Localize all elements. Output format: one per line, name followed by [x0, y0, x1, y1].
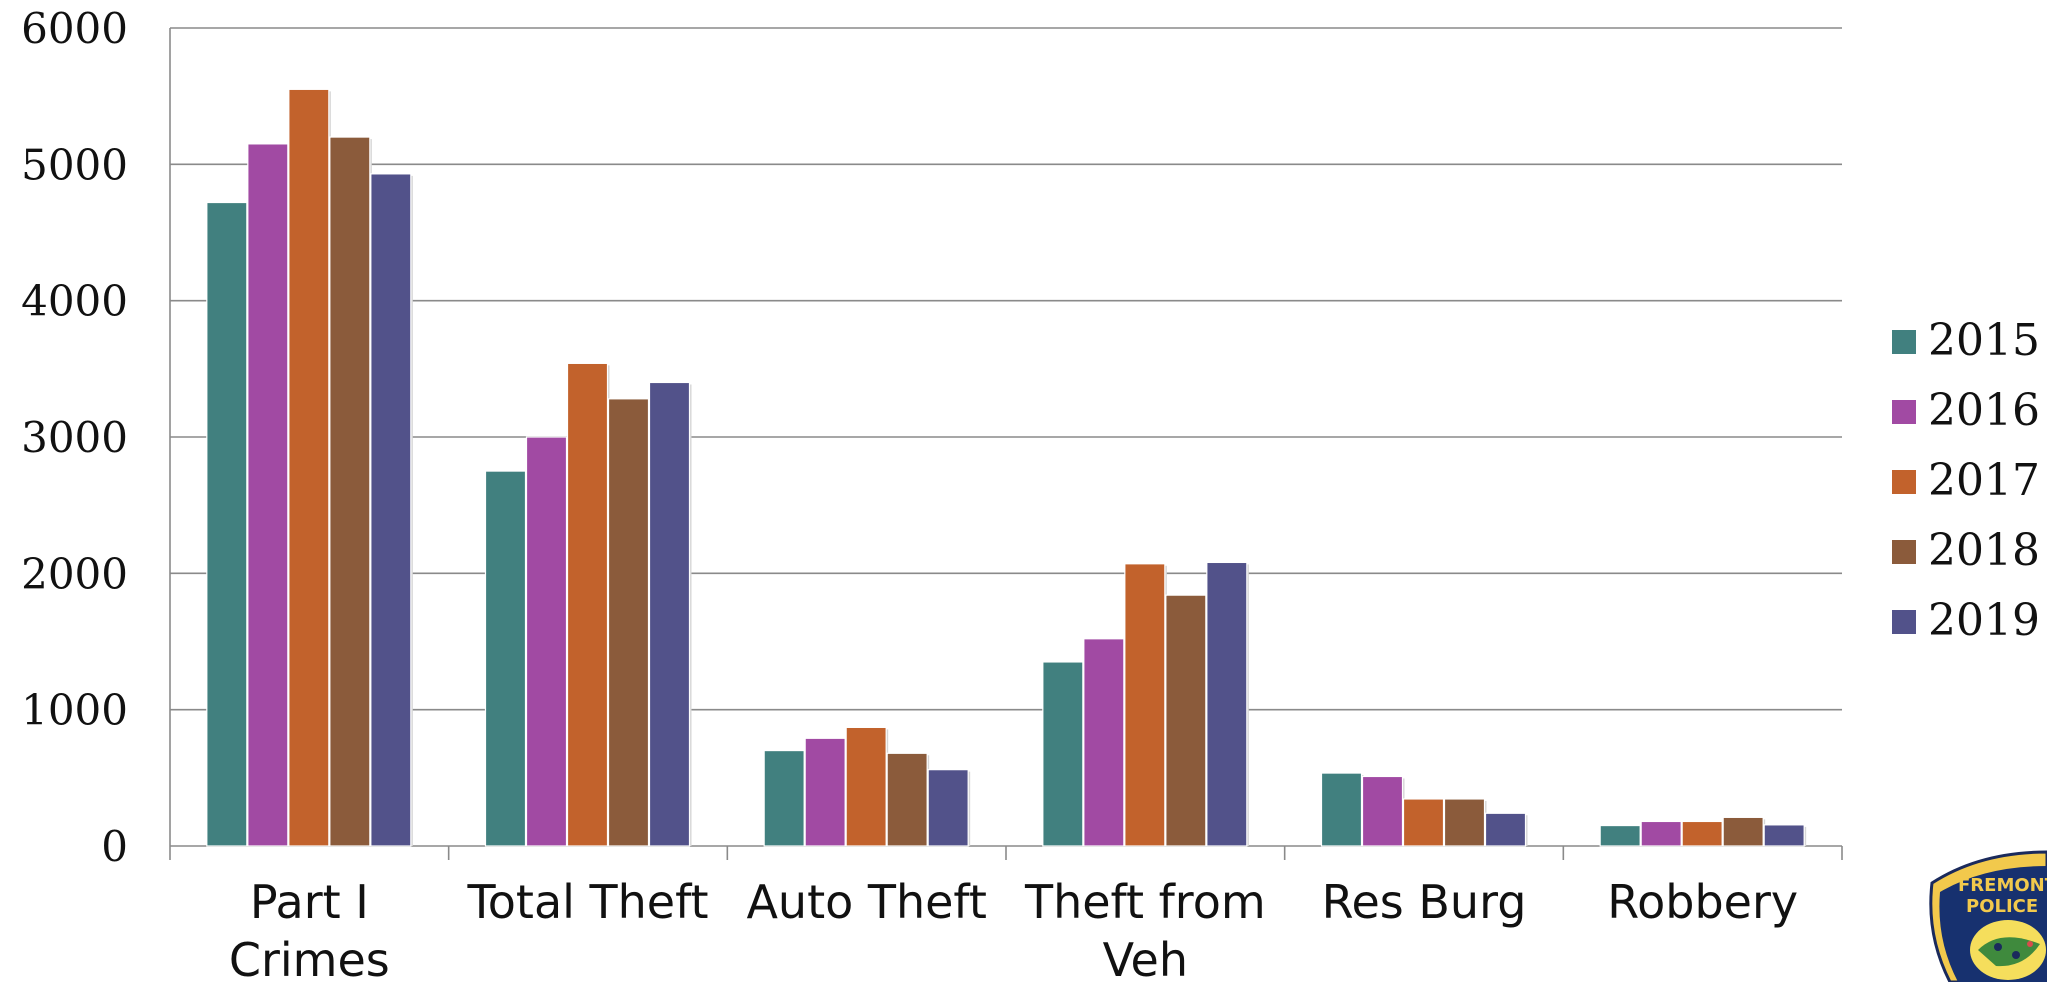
legend-label: 2018: [1928, 525, 2040, 576]
bar-2019-5: [1763, 824, 1805, 847]
y-tick-label: 2000: [21, 549, 128, 598]
bar-2017-3: [1124, 563, 1166, 847]
y-tick-label: 1000: [21, 686, 128, 735]
bar-2017-2: [845, 726, 887, 847]
bar-2019-3: [1206, 561, 1248, 847]
bar-2016-2: [804, 737, 846, 847]
legend-label: 2015: [1928, 315, 2040, 366]
bar-2018-5: [1722, 816, 1764, 847]
bar-2015-3: [1042, 661, 1084, 847]
gridlines: [170, 27, 1842, 711]
y-axis-ticks: 0 1000 2000 3000 4000 5000 6000: [21, 4, 128, 871]
bar-2017-0: [288, 88, 330, 847]
police-badge-logo: FREMONT POLICE: [1929, 850, 2047, 982]
x-tick-label: Res Burg: [1322, 875, 1527, 929]
x-tick-label: Auto Theft: [746, 875, 986, 929]
bar-2015-0: [206, 201, 248, 847]
legend-swatch-2017: [1892, 470, 1916, 494]
x-tick-label: Robbery: [1607, 875, 1798, 929]
bar-2019-0: [370, 173, 412, 847]
bar-2019-1: [648, 381, 691, 847]
legend: 2015 2016 2017 2018 2019: [1892, 315, 2040, 646]
bar-2016-4: [1361, 775, 1404, 847]
bar-2016-3: [1083, 638, 1125, 847]
legend-swatch-2018: [1892, 540, 1916, 564]
bar-2018-3: [1165, 594, 1207, 847]
bar-2018-4: [1443, 798, 1486, 847]
bar-2015-2: [763, 749, 805, 847]
bar-2016-0: [247, 143, 289, 847]
x-axis-ticks: Part I Crimes Total Theft Auto Theft Theft f…: [229, 875, 1798, 982]
svg-text:POLICE: POLICE: [1966, 896, 2038, 917]
bar-2016-5: [1640, 820, 1682, 847]
svg-text:FREMONT: FREMONT: [1958, 875, 2047, 896]
bar-2018-2: [886, 752, 928, 847]
x-tick-label: Total Theft: [466, 875, 708, 929]
legend-label: 2017: [1928, 455, 2040, 506]
axes: [169, 28, 1843, 860]
bar-2015-1: [484, 470, 527, 847]
legend-label: 2019: [1928, 595, 2040, 646]
legend-swatch-2015: [1892, 330, 1916, 354]
bar-2018-0: [329, 136, 371, 847]
y-tick-label: 0: [101, 822, 128, 871]
y-tick-label: 3000: [21, 413, 128, 462]
y-tick-label: 4000: [21, 277, 128, 326]
bar-2017-5: [1681, 820, 1723, 847]
x-tick-label: Theft from Veh: [1024, 875, 1266, 982]
bar-2015-4: [1320, 772, 1363, 847]
legend-label: 2016: [1928, 385, 2040, 436]
legend-swatch-2016: [1892, 400, 1916, 424]
bar-2018-1: [607, 398, 650, 847]
legend-swatch-2019: [1892, 610, 1916, 634]
bar-2019-4: [1484, 812, 1527, 847]
y-tick-label: 6000: [21, 4, 128, 53]
bar-2015-5: [1599, 824, 1641, 847]
bars: [206, 88, 1807, 847]
bar-2019-2: [927, 769, 969, 847]
x-tick-label: Part I Crimes: [229, 875, 390, 982]
y-tick-label: 5000: [21, 140, 128, 189]
bar-2017-1: [566, 362, 609, 847]
bar-2017-4: [1402, 798, 1445, 847]
bar-2016-1: [525, 436, 568, 847]
